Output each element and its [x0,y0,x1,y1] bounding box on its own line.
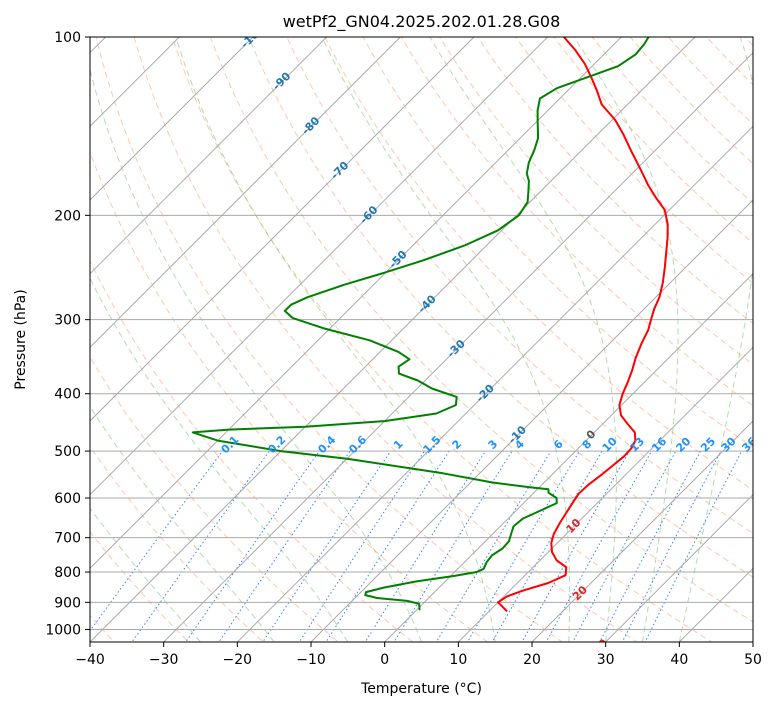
moist-adiabat-line [90,405,275,642]
isotherm-line [90,37,549,496]
y-axis: 100 200 300 400 500 600 700 800 900 1000 [45,30,90,638]
x-tick-label: −30 [149,652,179,668]
y-tick-label: 200 [54,208,81,224]
dry-adiabat-line [286,37,753,534]
x-tick-label: −10 [296,652,326,668]
isotherm-line [90,37,254,201]
y-tick-label: 900 [54,595,81,611]
moist-adiabat-line [678,37,753,642]
dry-adiabat-line [324,37,753,491]
isotherm-line [162,51,753,642]
moist-adiabat-line [175,37,496,642]
moist-adiabat-line [429,37,617,642]
y-tick-label: 400 [54,387,81,403]
y-tick-label: 300 [54,313,81,329]
mixing-ratio-line [644,450,743,642]
mixing-ratio-line [466,450,580,642]
x-tick-label: −40 [75,652,105,668]
profiles [191,37,669,612]
mixing-ratio-labels: 0.1 0.2 0.4 0.6 1 1.5 2 3 4 6 8 10 13 16 20 25 30 36 [219,433,753,456]
y-tick-label: 800 [54,565,81,581]
dry-adiabat-line [248,37,753,578]
isotherm-line [90,37,402,349]
dewpoint-profile-line [191,37,650,611]
dry-adiabat-line [133,37,638,642]
mixing-ratio-line [545,450,653,642]
isotherm-line [236,125,753,642]
isotherm-line [90,37,475,422]
plot-area: -100-90-80-70-60-50-40-30-20-10010203040… [90,37,753,656]
dry-adiabat-line [591,37,753,204]
moist-adiabat-line [573,37,679,642]
x-tick-label: 40 [670,652,688,668]
x-tick-label: 10 [449,652,467,668]
dry-adiabat-line [362,37,753,449]
dry-adiabat-line [209,37,753,623]
dry-adiabat-line [95,37,564,642]
dry-adiabat-line [171,37,713,642]
y-tick-label: 700 [54,531,81,547]
plot-frame [89,36,754,643]
moist-adiabats [90,37,753,642]
temperature-profile-line [497,37,669,612]
chart-title: wetPf2_GN04.2025.202.01.28.G08 [283,12,561,32]
x-tick-label: 20 [523,652,541,668]
isotherm-label: 30 [590,636,610,656]
dry-adiabat-line [90,356,339,642]
dry-adiabats [90,37,753,642]
y-tick-label: 500 [54,444,81,460]
y-tick-label: 1000 [45,622,81,638]
x-axis: −40 −30 −20 −10 0 10 20 30 40 50 [75,642,762,668]
x-tick-label: −20 [223,652,253,668]
y-tick-label: 100 [54,30,81,46]
dry-adiabat-line [400,37,753,407]
dry-adiabat-line [90,531,190,642]
x-tick-label: 50 [744,652,762,668]
dry-adiabat-line [515,37,753,284]
dry-adiabat-line [90,259,414,642]
mixing-ratio-line [435,450,552,642]
mixing-ratio-line [298,450,425,642]
x-tick-label: 30 [597,652,615,668]
isotherm-line [383,272,753,642]
isotherm-line [604,493,753,642]
y-tick-label: 600 [54,491,81,507]
mixing-ratio-line [218,450,351,642]
isotherm-line [90,37,623,570]
y-axis-title: Pressure (hPa) [13,289,29,389]
moist-adiabat-line [321,37,571,642]
isotherm-line [90,37,696,642]
isotherm-line [90,37,328,275]
x-tick-label: 0 [380,652,389,668]
isobars [90,37,753,630]
dry-adiabat-line [553,37,753,244]
mixing-ratio-line [325,450,450,642]
mixing-ratio-line [131,450,270,642]
mixing-ratio-line [491,450,603,642]
x-axis-title: Temperature (°C) [360,681,482,697]
isotherm-line [531,420,753,642]
mixing-ratio-line [185,450,320,642]
moist-adiabat-line [90,277,349,642]
mixing-ratio-lines [90,450,743,642]
moist-adiabat-line [90,507,201,642]
mixing-ratio-line [262,450,392,642]
isotherm-line [310,199,753,642]
